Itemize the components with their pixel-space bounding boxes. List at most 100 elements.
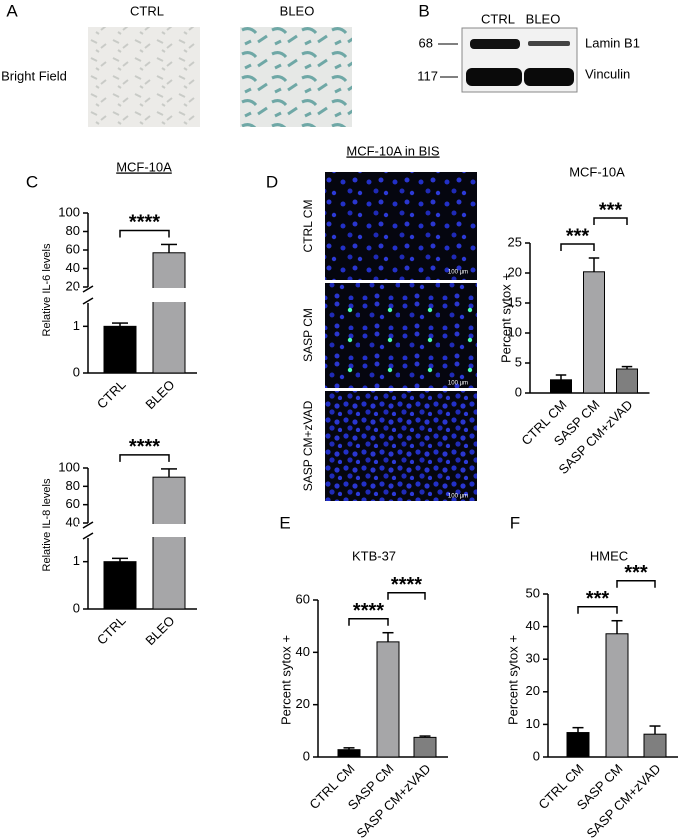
y-axis-label: Percent sytox + xyxy=(278,635,293,725)
y-tick-label: 0 xyxy=(533,748,540,763)
panel-letter: B xyxy=(418,1,429,20)
break-mark xyxy=(82,285,94,293)
significance-label: *** xyxy=(599,199,623,221)
y-tick-label: 40 xyxy=(66,514,80,529)
bar xyxy=(152,252,186,374)
bar xyxy=(103,561,137,610)
column-label: CTRL xyxy=(481,11,515,26)
x-tick-label: CTRL xyxy=(94,613,129,648)
y-tick-label: 0 xyxy=(303,748,310,763)
bar xyxy=(376,641,400,758)
row-label: SASP CM+zVAD xyxy=(301,400,315,491)
x-tick-label: BLEO xyxy=(142,377,177,412)
significance-label: **** xyxy=(391,574,422,596)
y-tick-label: 20 xyxy=(508,264,522,279)
panel-letter: A xyxy=(6,1,18,20)
scale-label: 100 µm xyxy=(448,494,468,500)
protein-label: Vinculin xyxy=(585,66,630,81)
y-axis-label: Percent sytox + xyxy=(498,273,513,363)
significance-label: **** xyxy=(353,600,384,622)
panel-letter: F xyxy=(510,513,520,532)
column-label: CTRL xyxy=(130,3,164,18)
y-tick-label: 80 xyxy=(66,223,80,238)
y-tick-label: 10 xyxy=(508,324,522,339)
panel-letter: C xyxy=(26,172,38,191)
y-tick-label: 20 xyxy=(296,696,310,711)
panel-letter: D xyxy=(266,172,278,191)
micrograph xyxy=(88,27,200,127)
y-axis-label: Relative IL-8 levels xyxy=(41,478,53,571)
bar xyxy=(643,733,667,758)
break-mark xyxy=(82,521,94,529)
significance-label: **** xyxy=(129,436,160,458)
significance-bracket xyxy=(577,605,618,614)
axis-break xyxy=(78,288,199,302)
bar xyxy=(583,271,605,394)
significance-bracket xyxy=(119,229,170,238)
blot-band xyxy=(528,41,570,46)
y-tick-label: 40 xyxy=(66,260,80,275)
y-tick-label: 20 xyxy=(526,683,540,698)
y-tick-label: 30 xyxy=(526,651,540,666)
column-label: BLEO xyxy=(526,11,561,26)
significance-label: *** xyxy=(586,588,610,610)
y-axis-label: Relative IL-6 levels xyxy=(41,243,53,336)
y-tick-label: 1 xyxy=(73,318,80,333)
y-tick-label: 100 xyxy=(58,459,80,474)
y-tick-label: 40 xyxy=(296,644,310,659)
row-label: SASP CM xyxy=(301,308,315,362)
y-tick-label: 1 xyxy=(73,553,80,568)
y-axis-label: Percent sytox + xyxy=(505,635,520,725)
row-label: Bright Field xyxy=(1,68,67,83)
y-tick-label: 5 xyxy=(515,354,522,369)
x-tick-label: CTRL xyxy=(94,377,129,412)
panel-letter: E xyxy=(279,513,290,532)
marker-label: 68 xyxy=(419,35,433,50)
y-tick-label: 60 xyxy=(296,591,310,606)
scale-label: 100 µm xyxy=(448,381,468,387)
bar xyxy=(566,732,590,758)
bar xyxy=(337,749,361,758)
fluorescence-image xyxy=(325,283,477,388)
scale-label: 100 µm xyxy=(448,270,468,276)
blot-band xyxy=(466,68,522,86)
column-label: BLEO xyxy=(280,3,315,18)
y-tick-label: 80 xyxy=(66,478,80,493)
bar xyxy=(550,379,572,394)
bar xyxy=(152,476,186,610)
micrograph xyxy=(240,27,352,127)
imaging-title: MCF-10A in BIS xyxy=(346,143,440,158)
y-tick-label: 60 xyxy=(66,496,80,511)
fluorescence-image xyxy=(325,391,477,501)
chart-title: HMEC xyxy=(590,548,628,563)
chart-title: KTB-37 xyxy=(352,548,396,563)
y-tick-label: 0 xyxy=(73,364,80,379)
marker-label: 117 xyxy=(417,68,438,83)
significance-bracket xyxy=(119,454,170,462)
blot-band xyxy=(524,68,574,86)
y-tick-label: 50 xyxy=(526,585,540,600)
row-label: CTRL CM xyxy=(301,200,315,253)
y-tick-label: 10 xyxy=(526,716,540,731)
significance-bracket xyxy=(593,217,628,225)
y-tick-label: 100 xyxy=(58,204,80,219)
significance-bracket xyxy=(387,591,426,600)
break-mark xyxy=(82,532,94,540)
bar xyxy=(103,325,137,374)
y-tick-label: 25 xyxy=(508,234,522,249)
y-tick-label: 60 xyxy=(66,241,80,256)
bar xyxy=(413,736,437,758)
significance-bracket xyxy=(348,617,389,626)
significance-bracket xyxy=(560,243,595,251)
significance-label: *** xyxy=(566,225,590,247)
chart-title: MCF-10A xyxy=(116,159,172,174)
chart-title: MCF-10A xyxy=(569,164,625,179)
bar xyxy=(616,368,638,394)
significance-bracket xyxy=(616,579,656,588)
y-tick-label: 20 xyxy=(66,278,80,293)
axis-break xyxy=(78,524,199,537)
fluorescence-image xyxy=(325,172,477,280)
y-tick-label: 0 xyxy=(73,600,80,615)
significance-label: **** xyxy=(129,212,160,234)
